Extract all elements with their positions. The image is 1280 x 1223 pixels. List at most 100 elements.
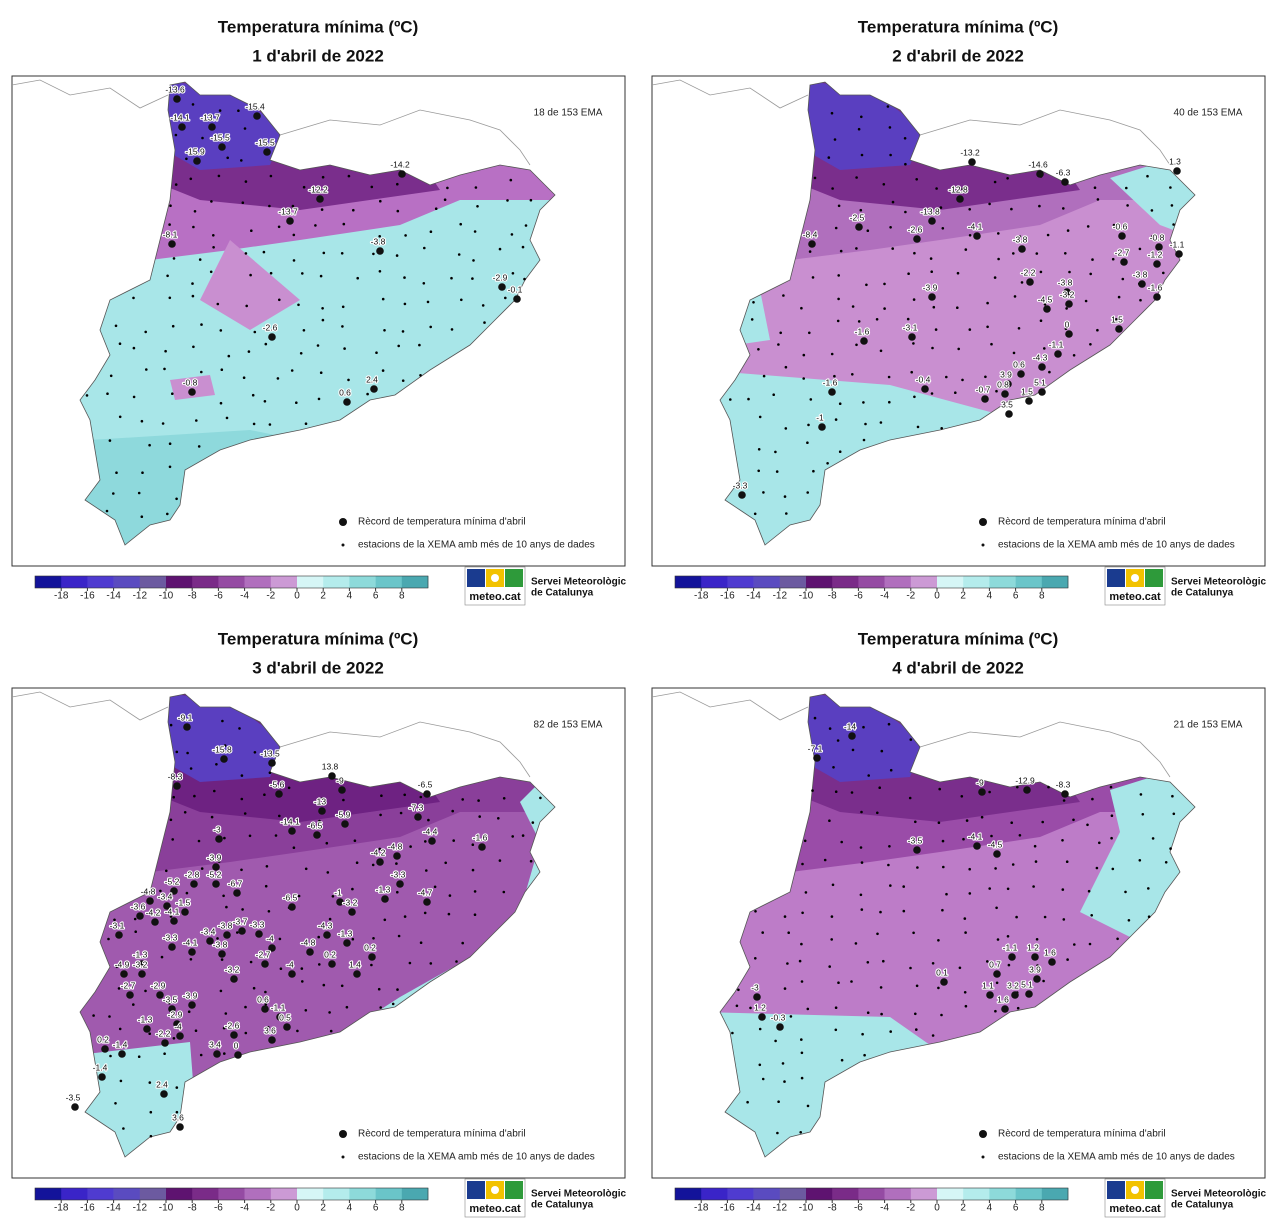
colorbar-box — [701, 576, 728, 588]
station-dot — [993, 180, 997, 184]
record-dot — [163, 902, 171, 910]
station-dot — [399, 811, 403, 815]
station-label: -6.5 — [418, 779, 433, 789]
record-dot — [1153, 293, 1161, 301]
record-dot — [213, 1050, 221, 1058]
colorbar-box — [218, 576, 245, 588]
station-dot — [1006, 177, 1009, 180]
station-dot — [132, 346, 136, 350]
logo-name: Servei Meteorològic — [1171, 577, 1266, 588]
record-dot — [818, 423, 826, 431]
record-dot — [71, 1103, 79, 1111]
station-dot — [804, 891, 808, 894]
station-dot — [408, 961, 412, 965]
station-label: -15.5 — [210, 132, 230, 142]
record-dot — [423, 898, 431, 906]
station-dot — [119, 1079, 123, 1083]
station-dot — [201, 136, 204, 140]
station-dot — [193, 941, 197, 945]
station-dot — [403, 915, 407, 918]
station-dot — [132, 1003, 135, 1006]
station-label: -4.1 — [183, 937, 198, 947]
station-dot — [1072, 354, 1076, 357]
station-label: -3.7 — [233, 916, 248, 926]
record-dot — [253, 112, 261, 120]
record-dot — [156, 991, 164, 999]
station-label: -6.5 — [308, 820, 323, 830]
colorbar-box — [349, 576, 376, 588]
panel-date: 3 d'abril de 2022 — [252, 658, 384, 677]
station-label: -3.6 — [131, 901, 146, 911]
station-dot — [302, 329, 306, 332]
station-label: -2.7 — [256, 949, 271, 959]
record-dot — [146, 897, 154, 905]
station-label: -3.2 — [225, 964, 240, 974]
border-line — [11, 79, 169, 109]
station-dot — [891, 247, 894, 250]
colorbar-label: -16 — [80, 1203, 95, 1214]
station-dot — [837, 274, 840, 277]
station-label: -2.8 — [185, 869, 200, 879]
station-dot — [761, 1077, 765, 1081]
colorbar-label: 6 — [373, 1203, 379, 1214]
station-dot — [993, 276, 997, 279]
station-dot — [371, 863, 375, 867]
record-dot — [343, 939, 351, 947]
station-dot — [319, 274, 323, 278]
colorbar-box — [244, 576, 272, 588]
colorbar-label: 0 — [294, 1203, 300, 1214]
station-dot — [471, 868, 475, 872]
station-dot — [876, 811, 879, 815]
colorbar-label: -4 — [880, 1203, 889, 1214]
station-dot — [931, 962, 935, 965]
station-label: -4 — [286, 959, 294, 969]
record-dot — [860, 337, 868, 345]
colorbar-label: -10 — [799, 591, 814, 602]
station-dot — [964, 1004, 968, 1008]
station-dot — [938, 787, 941, 791]
station-dot — [997, 257, 1000, 261]
station-dot — [213, 789, 216, 793]
station-dot — [749, 1006, 752, 1010]
station-dot — [502, 890, 506, 894]
station-dot — [422, 282, 426, 285]
colorbar-label: -2 — [906, 1203, 915, 1214]
station-dot — [171, 324, 175, 328]
record-dot — [978, 788, 986, 796]
colorbar-label: -4 — [240, 1203, 249, 1214]
colorbar-label: -12 — [133, 1203, 148, 1214]
station-dot — [968, 234, 972, 237]
panel: Temperatura mínima (ºC) 4 d'abril de 2022… — [651, 629, 1266, 1218]
record-dot — [336, 898, 344, 906]
colorbar-box — [218, 1188, 245, 1200]
colorbar-label: -10 — [159, 591, 174, 602]
station-dot — [163, 367, 166, 371]
station-dot — [355, 861, 359, 864]
station-dot — [1127, 919, 1131, 922]
station-dot — [812, 469, 815, 473]
station-dot — [837, 204, 841, 208]
station-dot — [1147, 887, 1150, 890]
record-dot — [328, 960, 336, 968]
station-dot — [968, 328, 972, 331]
station-dot — [1039, 270, 1043, 274]
record-dot — [276, 1013, 284, 1021]
record-dot — [828, 388, 836, 396]
station-dot — [803, 839, 807, 843]
station-dot — [197, 445, 201, 448]
station-dot — [1065, 307, 1068, 310]
station-dot — [472, 259, 475, 262]
station-dot — [935, 187, 938, 190]
station-label: -2.9 — [168, 1009, 183, 1019]
colorbar-box — [270, 576, 298, 588]
station-dot — [297, 894, 301, 898]
station-dot — [220, 958, 224, 961]
station-dot — [851, 748, 855, 752]
station-dot — [342, 222, 346, 226]
station-dot — [961, 187, 964, 191]
station-dot — [937, 986, 940, 990]
station-dot — [957, 347, 960, 351]
station-dot — [471, 843, 475, 846]
colorbar-label: 8 — [1039, 591, 1045, 602]
station-dot — [434, 207, 438, 210]
